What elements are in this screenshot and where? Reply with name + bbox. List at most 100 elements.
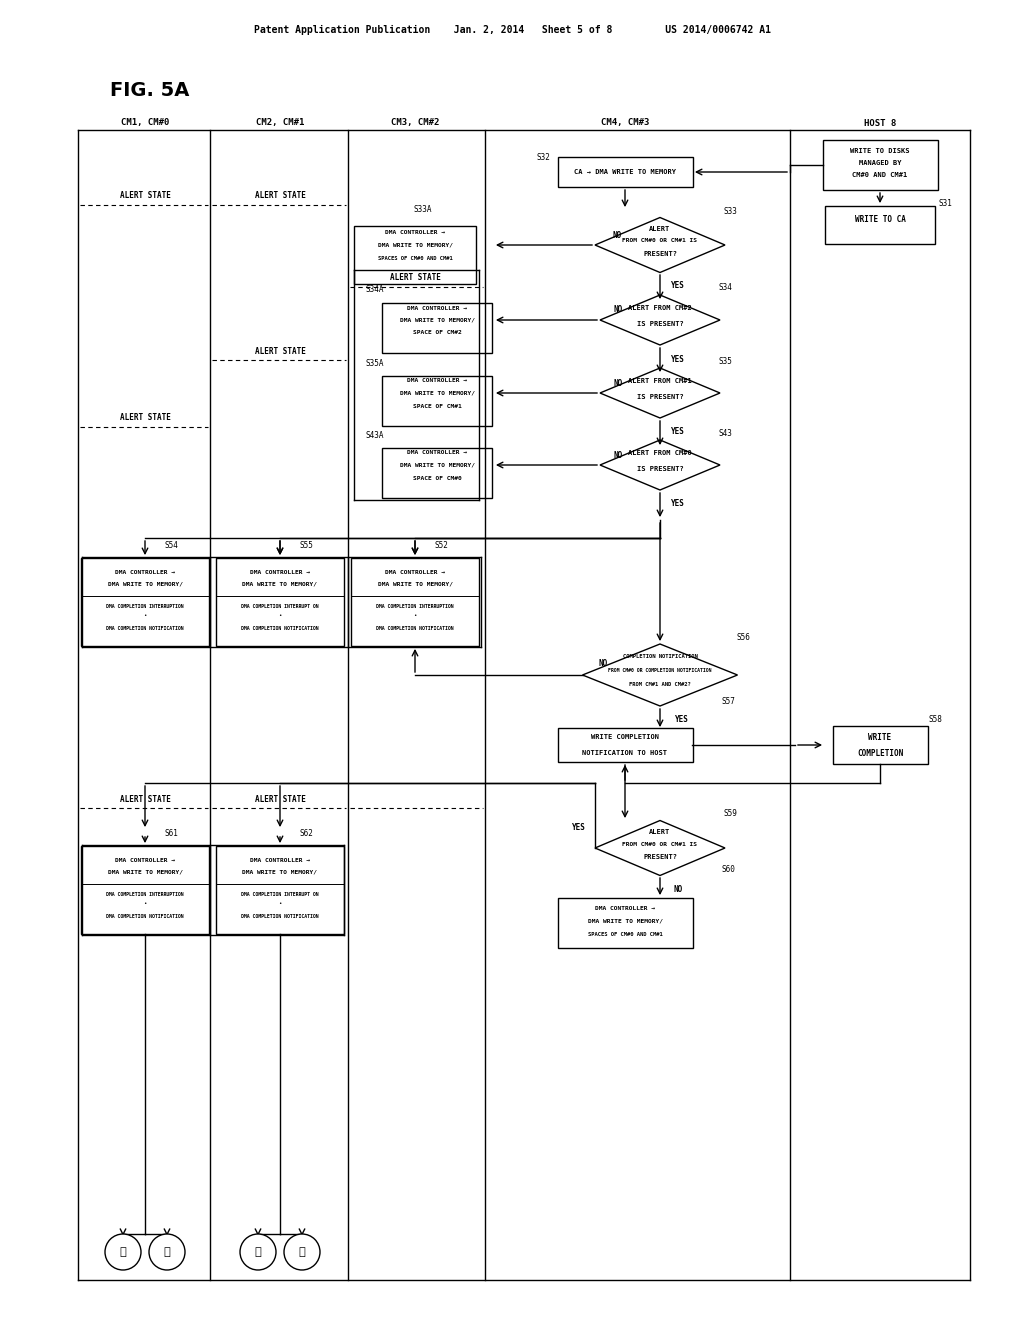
Text: S43A: S43A bbox=[366, 430, 384, 440]
Text: DMA WRITE TO MEMORY/: DMA WRITE TO MEMORY/ bbox=[243, 870, 317, 874]
Text: ALERT STATE: ALERT STATE bbox=[255, 191, 305, 201]
Text: SPACE OF CM#2: SPACE OF CM#2 bbox=[413, 330, 462, 335]
FancyBboxPatch shape bbox=[382, 376, 492, 426]
Text: DMA COMPLETION INTERRUPTION: DMA COMPLETION INTERRUPTION bbox=[106, 891, 184, 896]
Text: NO: NO bbox=[613, 379, 623, 388]
Text: ALERT FROM CM#1: ALERT FROM CM#1 bbox=[628, 378, 692, 384]
Text: CM1, CM#0: CM1, CM#0 bbox=[121, 119, 169, 128]
Text: ALERT FROM CM#0: ALERT FROM CM#0 bbox=[628, 450, 692, 455]
Text: S35: S35 bbox=[718, 356, 732, 366]
Text: SPACES OF CM#0 AND CM#1: SPACES OF CM#0 AND CM#1 bbox=[588, 932, 663, 937]
Text: PRESENT?: PRESENT? bbox=[643, 251, 677, 257]
FancyBboxPatch shape bbox=[81, 846, 209, 935]
Text: S55: S55 bbox=[299, 541, 313, 550]
Text: DMA CONTROLLER →: DMA CONTROLLER → bbox=[385, 569, 445, 574]
Text: S33A: S33A bbox=[414, 205, 432, 214]
Text: ④: ④ bbox=[255, 1247, 261, 1257]
FancyBboxPatch shape bbox=[351, 558, 479, 645]
Text: S57: S57 bbox=[721, 697, 735, 705]
Text: NO: NO bbox=[612, 231, 622, 239]
Text: FROM CM#0 OR CM#1 IS: FROM CM#0 OR CM#1 IS bbox=[623, 842, 697, 846]
Text: HOST 8: HOST 8 bbox=[864, 119, 896, 128]
Text: DMA WRITE TO MEMORY/: DMA WRITE TO MEMORY/ bbox=[378, 582, 453, 586]
Text: ALERT STATE: ALERT STATE bbox=[255, 346, 305, 355]
Text: YES: YES bbox=[671, 428, 685, 437]
Text: COMPLETION: COMPLETION bbox=[857, 748, 903, 758]
FancyBboxPatch shape bbox=[354, 226, 476, 284]
Text: WRITE: WRITE bbox=[868, 733, 892, 742]
Text: DMA WRITE TO MEMORY/: DMA WRITE TO MEMORY/ bbox=[108, 870, 182, 874]
Text: ALERT: ALERT bbox=[649, 829, 671, 836]
Text: S59: S59 bbox=[723, 809, 737, 818]
Text: SPACES OF CM#0 AND CM#1: SPACES OF CM#0 AND CM#1 bbox=[378, 256, 453, 261]
Text: CM4, CM#3: CM4, CM#3 bbox=[601, 119, 649, 128]
FancyBboxPatch shape bbox=[216, 846, 344, 935]
Text: YES: YES bbox=[671, 499, 685, 508]
Text: SPACE OF CM#1: SPACE OF CM#1 bbox=[413, 404, 462, 408]
Polygon shape bbox=[600, 368, 720, 418]
Text: FIG. 5A: FIG. 5A bbox=[110, 81, 189, 99]
FancyBboxPatch shape bbox=[557, 729, 692, 762]
Text: ALERT STATE: ALERT STATE bbox=[389, 273, 440, 282]
Text: DMA WRITE TO MEMORY/: DMA WRITE TO MEMORY/ bbox=[399, 318, 474, 322]
Polygon shape bbox=[595, 821, 725, 875]
Text: •: • bbox=[279, 614, 282, 619]
Text: S61: S61 bbox=[164, 829, 178, 838]
Text: ②: ② bbox=[164, 1247, 170, 1257]
Text: S52: S52 bbox=[434, 541, 447, 550]
Text: •: • bbox=[414, 614, 417, 619]
Text: DMA WRITE TO MEMORY/: DMA WRITE TO MEMORY/ bbox=[399, 391, 474, 396]
Text: DMA CONTROLLER →: DMA CONTROLLER → bbox=[250, 569, 310, 574]
Text: PRESENT?: PRESENT? bbox=[643, 854, 677, 861]
FancyBboxPatch shape bbox=[825, 206, 935, 244]
Text: DMA COMPLETION NOTIFICATION: DMA COMPLETION NOTIFICATION bbox=[106, 913, 184, 919]
Text: IS PRESENT?: IS PRESENT? bbox=[637, 321, 683, 327]
Text: YES: YES bbox=[671, 281, 685, 290]
Text: CA → DMA WRITE TO MEMORY: CA → DMA WRITE TO MEMORY bbox=[574, 169, 676, 176]
Text: S58: S58 bbox=[928, 714, 942, 723]
Text: S34: S34 bbox=[718, 284, 732, 293]
Text: •: • bbox=[143, 614, 146, 619]
Text: DMA WRITE TO MEMORY/: DMA WRITE TO MEMORY/ bbox=[588, 919, 663, 924]
Text: NO: NO bbox=[598, 659, 607, 668]
Text: WRITE TO CA: WRITE TO CA bbox=[855, 215, 905, 224]
Text: DMA COMPLETION NOTIFICATION: DMA COMPLETION NOTIFICATION bbox=[106, 626, 184, 631]
Text: S35A: S35A bbox=[366, 359, 384, 367]
Text: DMA CONTROLLER →: DMA CONTROLLER → bbox=[115, 569, 175, 574]
FancyBboxPatch shape bbox=[216, 558, 344, 645]
Text: DMA COMPLETION NOTIFICATION: DMA COMPLETION NOTIFICATION bbox=[242, 913, 318, 919]
Text: FROM CM#0 OR CM#1 IS: FROM CM#0 OR CM#1 IS bbox=[623, 239, 697, 243]
Text: ALERT STATE: ALERT STATE bbox=[255, 795, 305, 804]
Text: DMA WRITE TO MEMORY/: DMA WRITE TO MEMORY/ bbox=[243, 582, 317, 586]
Text: S32: S32 bbox=[536, 153, 550, 162]
Text: MANAGED BY: MANAGED BY bbox=[859, 160, 901, 166]
Text: IS PRESENT?: IS PRESENT? bbox=[637, 393, 683, 400]
Text: DMA CONTROLLER →: DMA CONTROLLER → bbox=[407, 379, 467, 384]
Text: DMA COMPLETION INTERRUPT ON: DMA COMPLETION INTERRUPT ON bbox=[242, 603, 318, 609]
Polygon shape bbox=[600, 440, 720, 490]
Text: FROM CM#0 OR COMPLETION NOTIFICATION: FROM CM#0 OR COMPLETION NOTIFICATION bbox=[608, 668, 712, 672]
Text: •: • bbox=[279, 902, 282, 907]
Text: S31: S31 bbox=[938, 198, 952, 207]
Text: YES: YES bbox=[572, 824, 586, 833]
Text: CM3, CM#2: CM3, CM#2 bbox=[391, 119, 439, 128]
Circle shape bbox=[105, 1234, 141, 1270]
Text: S62: S62 bbox=[299, 829, 313, 838]
Circle shape bbox=[240, 1234, 276, 1270]
Text: DMA CONTROLLER →: DMA CONTROLLER → bbox=[385, 231, 445, 235]
Text: YES: YES bbox=[675, 715, 689, 725]
Text: DMA CONTROLLER →: DMA CONTROLLER → bbox=[115, 858, 175, 862]
FancyBboxPatch shape bbox=[822, 140, 938, 190]
Polygon shape bbox=[583, 644, 737, 706]
Text: FROM CM#1 AND CM#2?: FROM CM#1 AND CM#2? bbox=[629, 682, 691, 688]
Text: CM#0 AND CM#1: CM#0 AND CM#1 bbox=[852, 172, 907, 178]
Text: S33: S33 bbox=[723, 206, 737, 215]
Text: NO: NO bbox=[613, 305, 623, 314]
FancyBboxPatch shape bbox=[81, 558, 209, 645]
Text: DMA CONTROLLER →: DMA CONTROLLER → bbox=[407, 450, 467, 455]
Text: NO: NO bbox=[613, 450, 623, 459]
Text: DMA COMPLETION INTERRUPTION: DMA COMPLETION INTERRUPTION bbox=[376, 603, 454, 609]
Text: DMA WRITE TO MEMORY/: DMA WRITE TO MEMORY/ bbox=[378, 243, 453, 248]
Text: DMA CONTROLLER →: DMA CONTROLLER → bbox=[250, 858, 310, 862]
Text: ALERT STATE: ALERT STATE bbox=[120, 413, 170, 422]
